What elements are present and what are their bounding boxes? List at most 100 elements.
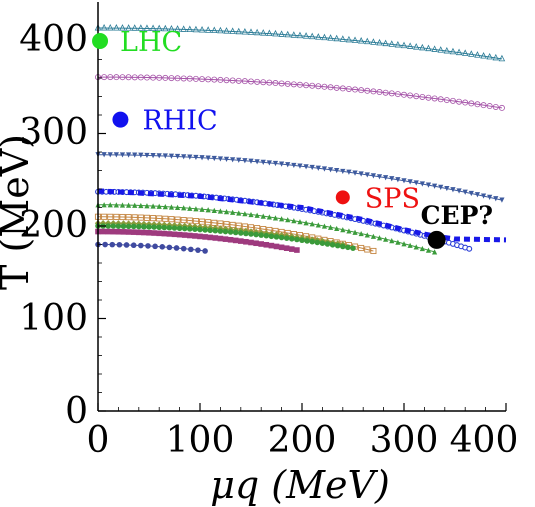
data-point [425, 94, 432, 101]
data-point [166, 224, 173, 231]
data-point [294, 247, 300, 253]
data-point [241, 28, 249, 35]
data-point [394, 91, 401, 98]
data-series [95, 223, 356, 251]
data-point [197, 233, 203, 240]
data-point [253, 240, 259, 247]
data-point [131, 74, 138, 81]
data-point [202, 234, 208, 240]
data-point [308, 32, 316, 40]
data-point [299, 237, 305, 244]
data-point [180, 217, 187, 224]
data-point [345, 85, 352, 92]
data-point [192, 218, 199, 225]
data-point [388, 90, 395, 97]
data-point [192, 226, 198, 233]
data-point [334, 225, 340, 232]
data-point [263, 232, 270, 239]
data-point [180, 25, 187, 32]
data-point [278, 244, 285, 251]
series-line [97, 76, 502, 109]
data-point [358, 230, 364, 237]
data-point [137, 214, 144, 221]
y-tick-label: 100 [19, 298, 88, 339]
data-point [152, 243, 158, 250]
data-point [131, 214, 138, 221]
data-point [278, 30, 285, 37]
data-point [248, 211, 254, 218]
data-point [119, 24, 126, 31]
data-point [498, 54, 506, 62]
data-point [268, 233, 275, 240]
experiment-point [92, 33, 109, 49]
data-point [120, 229, 127, 235]
data-point [450, 187, 456, 193]
data-point [296, 81, 303, 88]
data-point [258, 241, 264, 247]
data-point [462, 189, 468, 195]
data-point [291, 218, 297, 224]
data-point [266, 29, 273, 36]
data-point [327, 224, 334, 230]
data-point [266, 226, 273, 234]
data-point [291, 162, 297, 169]
data-point [207, 227, 213, 234]
series-line [97, 244, 206, 252]
data-point [466, 245, 473, 252]
data-point [296, 31, 304, 39]
data-point [126, 152, 132, 158]
data-point [260, 79, 267, 86]
data-point [358, 244, 365, 252]
data-point [125, 24, 132, 31]
data-point [283, 235, 290, 241]
data-point [235, 77, 242, 84]
data-point [357, 37, 365, 44]
data-point [107, 152, 113, 158]
data-point [211, 26, 218, 34]
y-tick-label: 400 [19, 19, 88, 60]
data-point [480, 52, 487, 59]
data-point [238, 230, 244, 236]
data-point [444, 185, 450, 192]
data-point [151, 230, 157, 236]
data-point [145, 243, 151, 249]
data-point [364, 87, 371, 94]
data-point [176, 231, 183, 238]
data-point [272, 160, 279, 167]
data-point [319, 240, 326, 246]
data-point [171, 231, 178, 238]
data-point [474, 192, 481, 198]
data-point [309, 164, 315, 171]
data-point [217, 235, 224, 242]
data-point [115, 228, 122, 235]
data-point [268, 242, 275, 249]
data-point [247, 28, 255, 35]
data-point [278, 80, 285, 87]
data-point [499, 197, 505, 203]
y-axis-title: T (MeV) [0, 134, 37, 290]
data-point [449, 47, 457, 55]
data-point [432, 249, 438, 255]
data-point [253, 28, 261, 36]
data-point [217, 26, 224, 34]
data-point [174, 153, 181, 160]
data-point [181, 154, 187, 160]
data-point [340, 168, 346, 175]
data-point [211, 76, 218, 83]
data-point [229, 77, 236, 84]
data-point [253, 231, 259, 238]
data-point [474, 51, 481, 58]
data-point [230, 157, 236, 163]
data-point [223, 77, 230, 84]
data-point [198, 218, 206, 225]
data-point [487, 194, 493, 200]
data-point [223, 156, 230, 162]
data-point [107, 74, 114, 81]
data-point [195, 247, 201, 253]
data-point [376, 235, 383, 241]
data-point [321, 166, 328, 172]
data-point [174, 204, 181, 210]
data-point [370, 233, 376, 239]
data-point [136, 229, 142, 236]
data-point [193, 206, 199, 212]
